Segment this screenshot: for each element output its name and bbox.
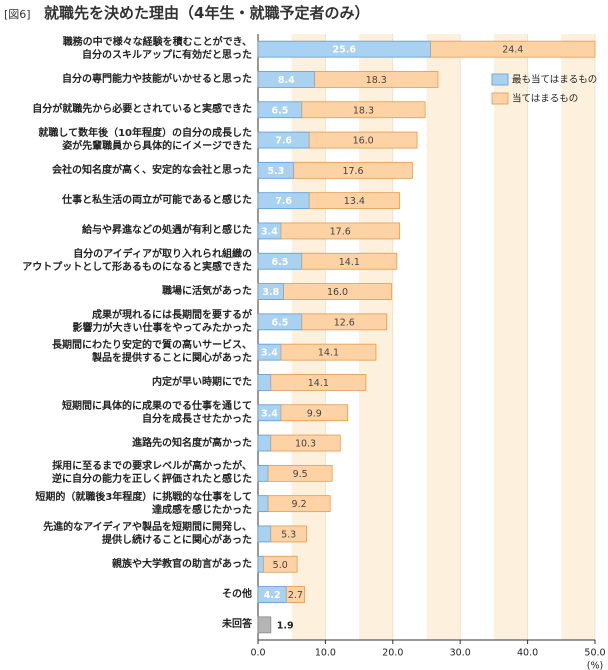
- y-tick-label: 短期的（就職後3年程度）に挑戦的な仕事をして 達成感を感じたかった: [35, 491, 252, 516]
- bar-segment: [430, 40, 596, 58]
- x-tick-label: 10.0: [315, 648, 336, 659]
- value-label: 3.8: [262, 287, 279, 298]
- value-label: 12.6: [334, 317, 355, 328]
- y-tick-label: 採用に至るまでの要求レベルが高かったが、 逆に自分の能力を正しく評価されたと感じ…: [52, 461, 252, 486]
- y-tick-label: 会社の知名度が高く、安定的な会社と思った: [52, 164, 252, 176]
- bar-segment: [308, 192, 400, 210]
- value-label: 7.6: [275, 136, 292, 147]
- legend-label: 最も当てはまるもの: [512, 74, 597, 86]
- y-tick-label: 給与や昇進などの処遇が有利と感じた: [82, 225, 252, 237]
- y-tick-label: 進路先の知名度が高かった: [132, 437, 252, 449]
- x-tick-label: 30.0: [450, 648, 471, 659]
- y-tick-label: 未回答: [222, 619, 252, 631]
- bar-segment: [270, 374, 367, 391]
- stripe: [561, 34, 595, 640]
- value-label: 3.4: [261, 348, 278, 359]
- bar-segment: [308, 131, 418, 149]
- bar-segment: [257, 374, 272, 391]
- value-label: 4.2: [264, 590, 281, 601]
- value-label: 13.4: [344, 196, 365, 207]
- value-label: 10.3: [295, 439, 316, 450]
- legend-label: 当てはまるもの: [512, 93, 578, 105]
- value-label: 9.5: [293, 469, 308, 480]
- value-label: 25.6: [333, 45, 357, 56]
- value-label: 14.1: [339, 257, 360, 268]
- bar-segment: [267, 464, 333, 482]
- value-label: 6.5: [271, 317, 288, 328]
- bar-segment: [270, 434, 341, 452]
- value-label: 18.3: [353, 105, 374, 116]
- figure-label: [図6]: [4, 8, 31, 21]
- bar-segment: [301, 313, 388, 331]
- y-tick-label: 自分のアイディアが取り入れられ組織の アウトプットとして形あるものになると実感で…: [22, 249, 252, 274]
- bar-segment: [314, 71, 439, 88]
- legend-swatch: [491, 73, 509, 86]
- x-tick-label: 20.0: [382, 648, 403, 659]
- value-label: 6.5: [271, 257, 288, 268]
- value-label: 7.6: [275, 196, 292, 207]
- y-tick-label: 長期間にわたり安定的で質の高いサービス、 製品を提供することに関心があった: [52, 340, 252, 365]
- value-label: 5.3: [267, 166, 284, 177]
- y-tick-label: 仕事と私生活の両立が可能であると感じた: [62, 195, 252, 207]
- y-tick-label: 職場に活気があった: [162, 286, 252, 298]
- bar-segment: [257, 616, 272, 634]
- value-label: 17.6: [330, 226, 351, 237]
- y-tick-label: 就職して数年後（10年程度）の自分の成長した 姿が先輩職員から具体的にイメージで…: [38, 128, 252, 153]
- value-label: 5.0: [273, 560, 288, 571]
- x-tick-label: 50.0: [584, 648, 605, 659]
- y-tick-label: 自分が就職先から必要とされていると実感できた: [32, 104, 252, 116]
- stripe: [426, 34, 461, 640]
- bar-segment: [267, 495, 331, 513]
- y-tick-label: その他: [222, 589, 252, 601]
- bar-segment: [280, 404, 349, 422]
- bar-segment: [262, 555, 298, 573]
- value-label: 16.0: [327, 287, 348, 298]
- value-label: 9.2: [292, 499, 307, 510]
- chart-title: 就職先を決めた理由（4年生・就職予定者のみ）: [44, 4, 370, 22]
- legend-swatch: [491, 92, 509, 105]
- bar-segment: [257, 434, 272, 452]
- y-tick-label: 職務の中で様々な経験を積むことができ、 自分のスキルアップに有効だと思った: [62, 37, 252, 62]
- stripe: [291, 34, 326, 640]
- bar-segment: [270, 525, 307, 543]
- value-label: 14.1: [318, 348, 339, 359]
- y-tick-label: 短期間に具体的に成果のでる仕事を通じて 自分を成長させたかった: [62, 400, 252, 425]
- stripe: [359, 34, 393, 640]
- y-tick-label: 先進的なアイディアや製品を短期間に開発し、 提供し続けることに関心があった: [43, 521, 252, 546]
- value-label: 6.5: [271, 105, 288, 116]
- value-label: 8.4: [278, 75, 295, 86]
- value-label: 9.9: [307, 408, 322, 419]
- value-label: 3.4: [261, 408, 278, 419]
- value-label: 3.4: [261, 226, 278, 237]
- x-tick-label: 0.0: [250, 648, 265, 659]
- bar-segment: [280, 222, 400, 240]
- value-label: 17.6: [342, 166, 363, 177]
- value-label: 5.3: [281, 529, 296, 540]
- bar-segment: [257, 525, 272, 543]
- bar-segment: [301, 101, 426, 119]
- bar-segment: [257, 464, 269, 482]
- y-tick-label: 内定が早い時期にでた: [152, 376, 252, 388]
- stripe: [493, 34, 528, 640]
- bar-segment: [257, 555, 264, 573]
- bar-segment: [301, 252, 398, 270]
- value-label: 24.4: [502, 45, 523, 56]
- y-tick-label: 成果が現れるには長期間を要するが 影響力が大きい仕事をやってみたかった: [72, 309, 253, 334]
- bar-segment: [283, 283, 392, 300]
- y-tick-label: 親族や大学教官の助言があった: [112, 558, 252, 570]
- bar-segment: [285, 586, 305, 603]
- x-unit: (%): [587, 661, 603, 670]
- value-label: 18.3: [366, 75, 387, 86]
- bar-segment: [280, 343, 377, 361]
- y-tick-label: 自分の専門能力や技能がいかせると思った: [62, 73, 252, 85]
- value-label: 1.9: [277, 620, 294, 631]
- x-tick-label: 40.0: [517, 648, 538, 659]
- bar-segment: [257, 495, 269, 513]
- value-label: 2.7: [288, 590, 303, 601]
- value-label: 14.1: [308, 378, 329, 389]
- bar-segment: [293, 161, 413, 179]
- value-label: 16.0: [353, 136, 374, 147]
